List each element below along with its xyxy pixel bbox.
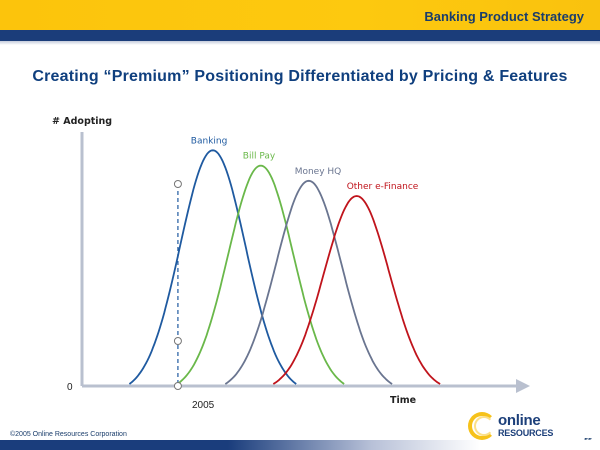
x-axis-arrow-icon — [516, 379, 530, 393]
company-logo: online RESOURCES — [468, 410, 578, 444]
marker-point-bill-pay — [173, 337, 182, 345]
footer-band — [0, 440, 600, 450]
series-layer — [128, 149, 441, 385]
x-axis-label: Time — [390, 395, 416, 406]
series-curve-banking — [128, 149, 297, 385]
series-curve-other-e-finance — [272, 195, 441, 385]
section-title: Banking Product Strategy — [424, 9, 584, 24]
marker-point-axis — [173, 382, 182, 390]
series-label-bill-pay: Bill Pay — [243, 152, 276, 162]
series-label-other-e-finance: Other e-Finance — [347, 182, 419, 192]
logo-text-top: online — [498, 412, 541, 429]
series-curve-money-hq — [224, 179, 393, 385]
chart-axes: # Adopting 0 Time 2005 — [52, 116, 530, 411]
series-label-money-hq: Money HQ — [295, 167, 342, 177]
series-labels: Banking Bill Pay Money HQ Other e-Finance — [191, 136, 419, 192]
series-curve-bill-pay — [176, 164, 345, 385]
y-axis-label: # Adopting — [52, 116, 112, 127]
logo-inner-ring-icon — [474, 416, 494, 436]
x-marker-label: 2005 — [192, 400, 215, 411]
logo-ring-icon — [468, 412, 496, 440]
header-stripe — [0, 30, 600, 41]
logo-text-bottom: RESOURCES — [498, 428, 554, 438]
series-label-banking: Banking — [191, 136, 228, 146]
header-band — [0, 0, 600, 30]
y-origin-label: 0 — [67, 382, 73, 393]
slide-title: Creating “Premium” Positioning Different… — [32, 68, 568, 85]
marker-point-banking — [173, 180, 182, 188]
copyright-text: ©2005 Online Resources Corporation — [10, 431, 127, 438]
header-fade — [0, 41, 600, 45]
marker-layer — [173, 180, 182, 390]
